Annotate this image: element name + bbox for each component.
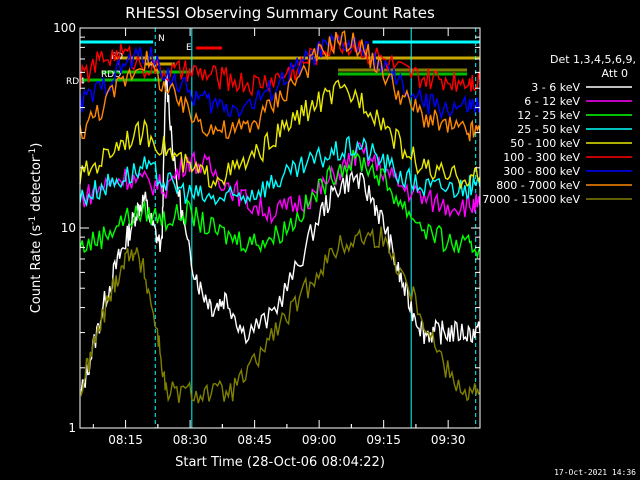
y-ticks: 1 10 100 xyxy=(53,21,480,435)
legend-label: 6 - 12 keV xyxy=(524,95,580,108)
y-axis-label-main: Count Rate (s xyxy=(29,225,44,314)
flag-label: RD4 xyxy=(66,77,85,87)
x-tick-label: 09:30 xyxy=(431,433,466,447)
series-line xyxy=(79,73,481,394)
series-line xyxy=(79,30,481,142)
legend-label: 3 - 6 keV xyxy=(531,81,580,94)
legend-label: 25 - 50 keV xyxy=(517,123,580,136)
x-ticks: 08:15 08:30 08:45 09:00 09:15 09:30 xyxy=(92,28,466,447)
flag-label: RDO xyxy=(101,70,121,80)
x-tick-label: 08:15 xyxy=(108,433,143,447)
y-tick-label: 10 xyxy=(61,221,76,235)
legend-label: 300 - 800 keV xyxy=(503,165,580,178)
series-line xyxy=(79,31,481,97)
legend-label: 800 - 7000 keV xyxy=(496,179,580,192)
flag-label: E xyxy=(186,43,192,53)
y-axis-label: Count Rate (s-1 detector-1) xyxy=(28,143,44,314)
legend-header-1: Det 1,3,4,5,6,9, xyxy=(550,53,636,66)
series-line xyxy=(79,79,481,190)
series-line xyxy=(79,135,481,208)
y-axis-label-end: ) xyxy=(29,143,44,148)
legend-header-2: Att 0 xyxy=(602,67,628,80)
x-tick-label: 09:00 xyxy=(302,433,337,447)
flag-label: N xyxy=(158,34,165,44)
series-line xyxy=(79,142,481,225)
series-lines xyxy=(79,30,481,404)
series-line xyxy=(79,149,481,260)
y-tick-label: 100 xyxy=(53,21,76,35)
generation-timestamp: 17-Oct-2021 14:36 xyxy=(554,468,636,477)
x-tick-label: 08:30 xyxy=(173,433,208,447)
y-axis-label-sup2: -1 xyxy=(28,148,38,157)
legend-label: 50 - 100 keV xyxy=(510,137,580,150)
legend-label: 100 - 300 keV xyxy=(503,151,580,164)
x-axis-label: Start Time (28-Oct-06 08:04:22) xyxy=(175,455,385,470)
y-tick-label: 1 xyxy=(68,421,76,435)
x-tick-label: 08:45 xyxy=(237,433,272,447)
x-tick-label: 09:15 xyxy=(366,433,401,447)
legend-label: 12 - 25 keV xyxy=(517,109,580,122)
y-axis-label-mid: detector xyxy=(29,156,44,216)
series-line xyxy=(79,226,481,404)
y-axis-label-sup: -1 xyxy=(28,216,38,225)
chart-title: RHESSI Observing Summary Count Rates xyxy=(125,4,435,22)
legend-label: 7000 - 15000 keV xyxy=(482,193,580,206)
